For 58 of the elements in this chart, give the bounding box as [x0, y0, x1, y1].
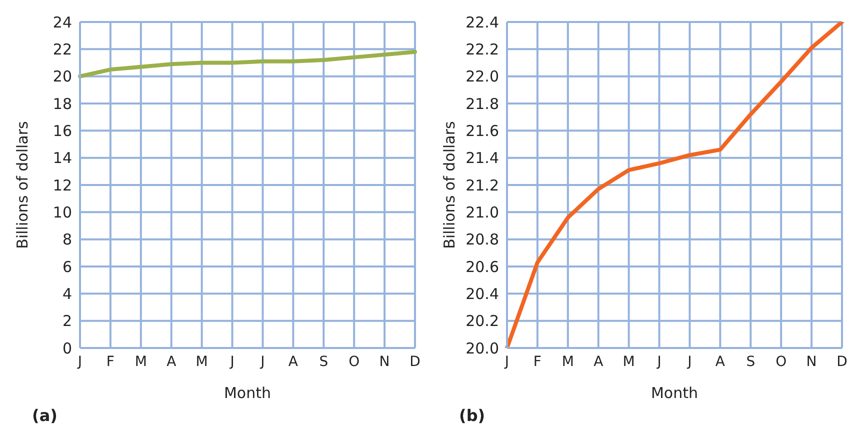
line-series	[78, 50, 417, 78]
x-tick-label: J	[229, 354, 234, 370]
y-tick-label: 2	[62, 312, 72, 330]
x-tick-label: D	[410, 354, 420, 370]
y-axis-title: Billions of dollars	[13, 120, 32, 249]
x-tick-label: O	[348, 354, 360, 370]
x-tick-label: J	[260, 354, 265, 370]
y-tick-label: 20.4	[466, 284, 499, 303]
text: (a)	[32, 406, 58, 425]
x-tick-label: D	[836, 354, 848, 370]
x-tick-label: J	[686, 354, 692, 370]
x-tick-label: F	[106, 354, 114, 370]
y-tick-label: 20.8	[466, 230, 499, 249]
y-tick-label: 21.8	[466, 94, 499, 113]
y-tick-label: 22	[52, 40, 72, 58]
y-tick-label: 14	[52, 149, 72, 168]
x-tick-label: J	[76, 354, 82, 370]
x-axis-title: Month	[650, 384, 698, 402]
y-tick-label: 10	[52, 203, 72, 222]
y-tick-label: 20.6	[466, 258, 499, 276]
y-tick-label: 20.2	[466, 312, 499, 330]
x-tick-label: A	[715, 354, 726, 370]
x-tick-label: M	[134, 354, 147, 370]
x-tick-label: F	[533, 354, 542, 370]
x-tick-label: J	[656, 354, 662, 370]
y-tick-label: 21.4	[466, 149, 499, 168]
y-tick-label: 22.2	[466, 40, 499, 58]
line-series	[505, 22, 844, 348]
x-tick-label: O	[776, 354, 787, 370]
x-tick-label: A	[166, 354, 177, 370]
y-tick-label: 21.6	[466, 122, 499, 140]
x-tick-label: S	[746, 354, 756, 370]
x-tick-label: M	[562, 354, 574, 370]
x-tick-label: A	[288, 354, 298, 370]
x-tick-label: N	[379, 354, 390, 370]
y-tick-label: 22.0	[466, 68, 499, 86]
y-tick-label: 21.2	[466, 176, 499, 194]
x-tick-label: M	[622, 354, 635, 370]
x-tick-label: N	[806, 354, 817, 370]
text: (b)	[459, 406, 486, 425]
x-tick-label: S	[319, 354, 328, 370]
y-tick-label: 6	[62, 258, 72, 276]
y-tick-label: 8	[62, 230, 72, 249]
y-tick-label: 16	[52, 122, 72, 140]
y-tick-label: 18	[52, 94, 72, 113]
y-tick-label: 4	[62, 284, 72, 303]
y-tick-label: 20.0	[466, 339, 499, 358]
y-tick-label: 20	[52, 68, 72, 86]
y-tick-label: 22.4	[466, 13, 499, 32]
y-tick-label: 12	[52, 176, 72, 194]
y-axis-title: Billions of dollars	[440, 120, 458, 249]
x-tick-label: A	[594, 354, 604, 370]
y-tick-label: 24	[52, 13, 72, 32]
y-tick-label: 21.0	[466, 203, 499, 222]
x-tick-label: M	[196, 354, 208, 370]
y-tick-label: 0	[62, 339, 72, 358]
x-axis-title: Month	[224, 384, 272, 402]
x-tick-label: J	[504, 354, 510, 370]
